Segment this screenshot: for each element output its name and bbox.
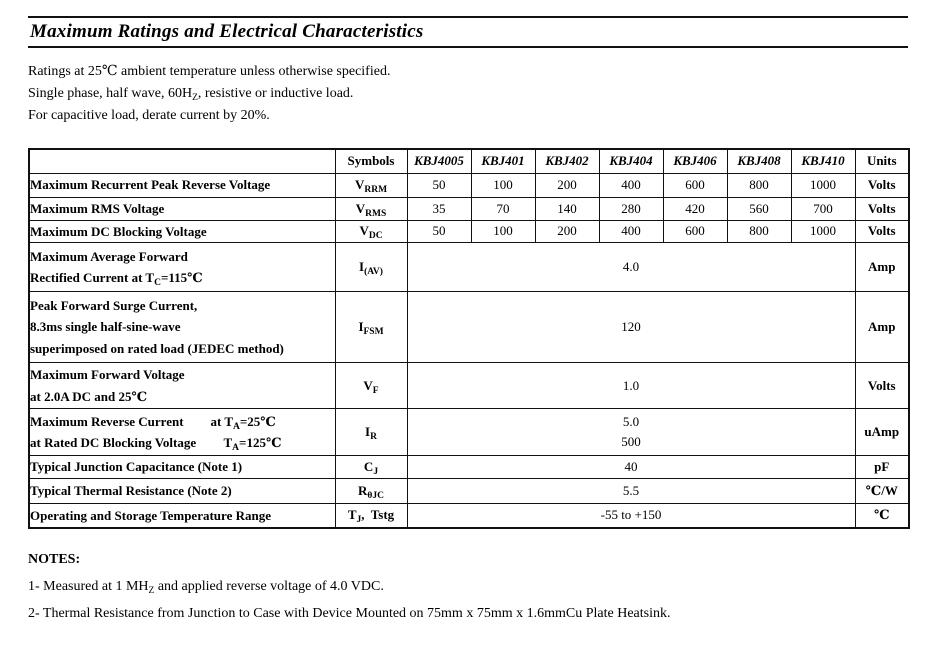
intro-line-phase: Single phase, half wave, 60HZ, resistive… xyxy=(28,86,354,103)
spec-unit: pF xyxy=(854,455,910,479)
table-row-vf: Maximum Forward Voltage at 2.0A DC and 2… xyxy=(28,362,910,409)
spec-value-merged: 5.5 xyxy=(406,478,856,504)
spec-value-merged: -55 to +150 xyxy=(406,503,856,528)
spec-value: 560 xyxy=(726,196,792,221)
spec-unit: Volts xyxy=(854,362,910,409)
title-block: Maximum Ratings and Electrical Character… xyxy=(28,16,908,48)
spec-unit: Volts xyxy=(854,219,910,243)
table-row-cj: Typical Junction Capacitance (Note 1) CJ… xyxy=(28,455,910,479)
spec-value: 420 xyxy=(662,196,728,221)
intro-line-ratings: Ratings at 25℃ ambient temperature unles… xyxy=(28,64,391,79)
header-cell-part-kbj410: KBJ410 xyxy=(790,148,856,174)
spec-symbol: IR xyxy=(334,408,408,456)
header-cell-part-kbj406: KBJ406 xyxy=(662,148,728,174)
spec-value: 400 xyxy=(598,219,664,243)
spec-symbol: CJ xyxy=(334,455,408,479)
datasheet-page: Maximum Ratings and Electrical Character… xyxy=(28,16,910,624)
spec-value: 1000 xyxy=(790,172,856,198)
spec-value: 140 xyxy=(534,196,600,221)
header-row: Symbols KBJ4005 KBJ401 KBJ402 KBJ404 KBJ… xyxy=(28,148,910,174)
spec-value: 700 xyxy=(790,196,856,221)
spec-symbol: I(AV) xyxy=(334,242,408,292)
spec-symbol: RθJC xyxy=(334,478,408,504)
spec-unit: ℃ xyxy=(854,503,910,528)
spec-value: 50 xyxy=(406,219,472,243)
header-cell-part-kbj4005: KBJ4005 xyxy=(406,148,472,174)
spec-value: 600 xyxy=(662,172,728,198)
table-row-vrms: Maximum RMS Voltage VRMS 35 70 140 280 4… xyxy=(28,196,910,221)
spec-symbol: VDC xyxy=(334,219,408,243)
spec-unit: Volts xyxy=(854,172,910,198)
table-row-ifsm: Peak Forward Surge Current, 8.3ms single… xyxy=(28,291,910,363)
spec-value: 100 xyxy=(470,219,536,243)
spec-value-merged: 40 xyxy=(406,455,856,479)
spec-unit: uAmp xyxy=(854,408,910,456)
spec-symbol: IFSM xyxy=(334,291,408,363)
spec-value-line: 5.0 xyxy=(622,414,640,429)
spec-unit: Amp xyxy=(854,291,910,363)
spec-description: Peak Forward Surge Current, 8.3ms single… xyxy=(28,291,336,363)
spec-unit: Amp xyxy=(854,242,910,292)
header-cell-units: Units xyxy=(854,148,910,174)
table-row-ir: Maximum Reverse Current at TA=25℃ at Rat… xyxy=(28,408,910,456)
spec-value: 35 xyxy=(406,196,472,221)
spec-description: Typical Junction Capacitance (Note 1) xyxy=(28,455,336,479)
table-row-vrrm: Maximum Recurrent Peak Reverse Voltage V… xyxy=(28,172,910,198)
spec-value: 50 xyxy=(406,172,472,198)
table-row-rthjc: Typical Thermal Resistance (Note 2) RθJC… xyxy=(28,478,910,504)
title-rule-top xyxy=(28,16,908,18)
spec-value: 800 xyxy=(726,219,792,243)
spec-description: Maximum Average Forward Rectified Curren… xyxy=(28,242,336,292)
spec-description: Maximum DC Blocking Voltage xyxy=(28,219,336,243)
spec-condition: TA=125℃ xyxy=(223,435,282,453)
spec-value: 400 xyxy=(598,172,664,198)
spec-unit: ℃/W xyxy=(854,478,910,504)
notes-heading: NOTES: xyxy=(28,551,81,567)
spec-description-text: at Rated DC Blocking Voltage xyxy=(30,435,197,450)
spec-description: Maximum Forward Voltage at 2.0A DC and 2… xyxy=(28,362,336,409)
spec-description: Maximum Reverse Current at TA=25℃ at Rat… xyxy=(28,408,336,456)
note-item-2: 2- Thermal Resistance from Junction to C… xyxy=(28,605,671,621)
note-item-1: 1- Measured at 1 MHZ and applied reverse… xyxy=(28,578,384,596)
spec-value-merged: 4.0 xyxy=(406,242,856,292)
spec-value: 100 xyxy=(470,172,536,198)
spec-description: Operating and Storage Temperature Range xyxy=(28,503,336,528)
header-cell-blank xyxy=(28,148,336,174)
notes-section: NOTES: 1- Measured at 1 MHZ and applied … xyxy=(28,550,908,624)
title-rule-bottom xyxy=(28,46,908,48)
spec-symbol: VF xyxy=(334,362,408,409)
spec-value-merged: 5.0 500 xyxy=(406,408,856,456)
spec-description: Maximum RMS Voltage xyxy=(28,196,336,221)
intro-line-capacitive: For capacitive load, derate current by 2… xyxy=(28,108,270,123)
ratings-table: Symbols KBJ4005 KBJ401 KBJ402 KBJ404 KBJ… xyxy=(28,148,910,529)
spec-value: 600 xyxy=(662,219,728,243)
spec-value-merged: 1.0 xyxy=(406,362,856,409)
header-cell-part-kbj401: KBJ401 xyxy=(470,148,536,174)
spec-symbol: VRMS xyxy=(334,196,408,221)
page-title: Maximum Ratings and Electrical Character… xyxy=(30,21,424,42)
spec-value: 70 xyxy=(470,196,536,221)
spec-value: 280 xyxy=(598,196,664,221)
spec-description: Typical Thermal Resistance (Note 2) xyxy=(28,478,336,504)
spec-description-text: Maximum Reverse Current xyxy=(30,413,184,429)
spec-value: 200 xyxy=(534,219,600,243)
intro-text: Ratings at 25℃ ambient temperature unles… xyxy=(28,61,908,127)
table-row-tjtstg: Operating and Storage Temperature Range … xyxy=(28,503,910,528)
spec-condition: at TA=25℃ xyxy=(210,413,276,432)
spec-value-merged: 120 xyxy=(406,291,856,363)
spec-value: 1000 xyxy=(790,219,856,243)
spec-value: 800 xyxy=(726,172,792,198)
header-cell-part-kbj402: KBJ402 xyxy=(534,148,600,174)
spec-unit: Volts xyxy=(854,196,910,221)
header-cell-part-kbj408: KBJ408 xyxy=(726,148,792,174)
header-cell-symbols: Symbols xyxy=(334,148,408,174)
spec-description: Maximum Recurrent Peak Reverse Voltage xyxy=(28,172,336,198)
table-row-iav: Maximum Average Forward Rectified Curren… xyxy=(28,242,910,292)
spec-value-line: 500 xyxy=(621,434,641,449)
spec-symbol: VRRM xyxy=(334,172,408,198)
spec-symbol: TJ, Tstg xyxy=(334,503,408,528)
header-cell-part-kbj404: KBJ404 xyxy=(598,148,664,174)
table-row-vdc: Maximum DC Blocking Voltage VDC 50 100 2… xyxy=(28,219,910,243)
spec-value: 200 xyxy=(534,172,600,198)
